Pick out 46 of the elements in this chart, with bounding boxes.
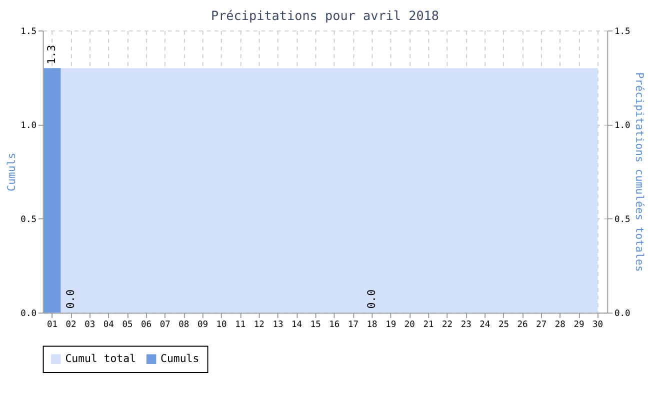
x-tick-label: 30 bbox=[592, 320, 604, 330]
data-label: 1.3 bbox=[45, 44, 58, 64]
x-tick-label: 23 bbox=[460, 320, 472, 330]
x-tick-label: 24 bbox=[480, 320, 490, 330]
y2-tick-label: 1.0 bbox=[614, 120, 630, 131]
x-tick-label: 26 bbox=[517, 320, 528, 330]
x-tick-label: 04 bbox=[103, 320, 114, 330]
legend-label: Cumuls bbox=[160, 352, 200, 366]
x-tick-label: 06 bbox=[141, 320, 152, 330]
y2-tick-label: 0.0 bbox=[614, 309, 630, 320]
y-axis-title: Cumuls bbox=[4, 152, 18, 192]
x-tick-label: 19 bbox=[386, 320, 396, 330]
x-tick-label: 14 bbox=[292, 320, 302, 330]
x-tick-label: 01 bbox=[46, 320, 58, 330]
x-tick-label: 07 bbox=[160, 320, 170, 330]
x-tick-label: 18 bbox=[366, 320, 378, 330]
data-label: 0.0 bbox=[64, 289, 77, 309]
x-tick-label: 12 bbox=[254, 320, 264, 330]
x-tick-label: 08 bbox=[178, 320, 190, 330]
y2-axis-title: Précipitations cumulées totales bbox=[633, 72, 646, 272]
x-tick-label: 21 bbox=[423, 320, 434, 330]
x-tick-label: 16 bbox=[329, 320, 340, 330]
y2-tick-label: 1.5 bbox=[614, 26, 630, 37]
y-tick-label: 1.0 bbox=[20, 120, 36, 131]
x-tick-label: 29 bbox=[574, 320, 584, 330]
x-tick-label: 03 bbox=[84, 320, 96, 330]
x-tick-label: 05 bbox=[122, 320, 133, 330]
x-tick-label: 09 bbox=[197, 320, 208, 330]
x-tick-label: 13 bbox=[272, 320, 284, 330]
x-tick-label: 28 bbox=[554, 320, 566, 330]
x-tick-label: 02 bbox=[66, 320, 76, 330]
x-tick-label: 27 bbox=[536, 320, 547, 330]
y-tick-label: 0.0 bbox=[20, 309, 36, 320]
y-tick-label: 0.5 bbox=[20, 214, 36, 225]
x-tick-label: 15 bbox=[310, 320, 321, 330]
x-tick-label: 11 bbox=[235, 320, 246, 330]
legend-label: Cumul total bbox=[65, 352, 136, 366]
x-tick-label: 25 bbox=[498, 320, 509, 330]
data-label: 0.0 bbox=[364, 289, 378, 309]
x-tick-label: 17 bbox=[348, 320, 358, 330]
y2-tick-label: 0.5 bbox=[614, 214, 630, 225]
chart-title: Précipitations pour avril 2018 bbox=[210, 8, 440, 23]
x-tick-label: 20 bbox=[404, 320, 415, 330]
x-tick-label: 10 bbox=[216, 320, 227, 330]
y-tick-label: 1.5 bbox=[20, 26, 36, 37]
x-tick-label: 22 bbox=[442, 320, 453, 330]
